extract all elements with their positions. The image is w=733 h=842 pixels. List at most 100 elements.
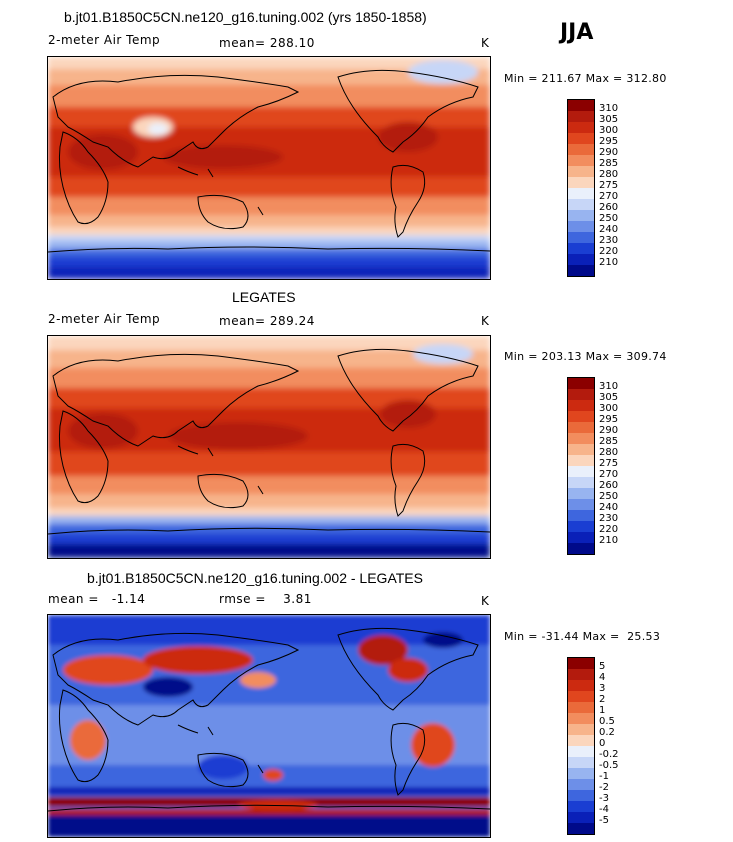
panel-3-mean-label: mean = -1.14 bbox=[48, 592, 146, 606]
colorbar-tick-label: 270 bbox=[599, 191, 619, 202]
colorbar-tick-label: 310 bbox=[599, 103, 619, 114]
colorbar-tick-label: 240 bbox=[599, 502, 619, 513]
colorbar-swatch bbox=[568, 746, 594, 757]
colorbar-swatch bbox=[568, 823, 594, 834]
colorbar-tick-label: -5 bbox=[599, 815, 609, 826]
colorbar-swatch bbox=[568, 444, 594, 455]
colorbar-tick-label: 3 bbox=[599, 683, 606, 694]
colorbar-swatch bbox=[568, 400, 594, 411]
colorbar-swatch bbox=[568, 188, 594, 199]
colorbar-tick-label: 4 bbox=[599, 672, 606, 683]
colorbar-swatch bbox=[568, 133, 594, 144]
colorbar-tick-label: -2 bbox=[599, 782, 609, 793]
colorbar-swatch bbox=[568, 779, 594, 790]
colorbar-tick-label: 300 bbox=[599, 403, 619, 414]
colorbar-swatch bbox=[568, 455, 594, 466]
colorbar-swatch bbox=[568, 177, 594, 188]
panel-1-title: b.jt01.B1850C5CN.ne120_g16.tuning.002 (y… bbox=[64, 9, 427, 25]
colorbar-swatch bbox=[568, 477, 594, 488]
colorbar-swatch bbox=[568, 790, 594, 801]
colorbar-tick-label: 220 bbox=[599, 246, 619, 257]
colorbar-tick-label: -0.5 bbox=[599, 760, 619, 771]
colorbar-swatch bbox=[568, 510, 594, 521]
colorbar-swatch bbox=[568, 232, 594, 243]
panel-2-colorbar bbox=[567, 377, 595, 555]
colorbar-tick-label: 0.5 bbox=[599, 716, 615, 727]
panel-2-title: LEGATES bbox=[232, 289, 296, 305]
colorbar-swatch bbox=[568, 111, 594, 122]
colorbar-swatch bbox=[568, 166, 594, 177]
colorbar-tick-label: 230 bbox=[599, 235, 619, 246]
colorbar-tick-label: 295 bbox=[599, 414, 619, 425]
colorbar-tick-label: -3 bbox=[599, 793, 609, 804]
colorbar-swatch bbox=[568, 199, 594, 210]
colorbar-tick-label: 290 bbox=[599, 147, 619, 158]
colorbar-swatch bbox=[568, 724, 594, 735]
panel-1-minmax: Min = 211.67 Max = 312.80 bbox=[504, 72, 667, 85]
colorbar-tick-label: 285 bbox=[599, 158, 619, 169]
colorbar-tick-label: 250 bbox=[599, 213, 619, 224]
colorbar-swatch bbox=[568, 532, 594, 543]
colorbar-swatch bbox=[568, 521, 594, 532]
colorbar-swatch bbox=[568, 466, 594, 477]
colorbar-swatch bbox=[568, 658, 594, 669]
panel-3-units-label: K bbox=[481, 594, 490, 608]
colorbar-swatch bbox=[568, 812, 594, 823]
colorbar-swatch bbox=[568, 221, 594, 232]
colorbar-tick-label: 285 bbox=[599, 436, 619, 447]
colorbar-swatch bbox=[568, 411, 594, 422]
panel-1-mean-label: mean= 288.10 bbox=[219, 36, 315, 50]
colorbar-tick-label: 305 bbox=[599, 392, 619, 403]
panel-3-rmse-label: rmse = 3.81 bbox=[219, 592, 312, 606]
colorbar-swatch bbox=[568, 378, 594, 389]
panel-3-minmax: Min = -31.44 Max = 25.53 bbox=[504, 630, 661, 643]
panel-3-map bbox=[47, 614, 491, 838]
panel-2-map bbox=[47, 335, 491, 559]
panel-2-units-label: K bbox=[481, 314, 490, 328]
colorbar-tick-label: 275 bbox=[599, 458, 619, 469]
colorbar-tick-label: 270 bbox=[599, 469, 619, 480]
colorbar-swatch bbox=[568, 757, 594, 768]
colorbar-swatch bbox=[568, 389, 594, 400]
panel-3-title: b.jt01.B1850C5CN.ne120_g16.tuning.002 - … bbox=[87, 570, 423, 586]
colorbar-swatch bbox=[568, 254, 594, 265]
colorbar-tick-label: 300 bbox=[599, 125, 619, 136]
colorbar-tick-label: 210 bbox=[599, 257, 619, 268]
colorbar-swatch bbox=[568, 735, 594, 746]
colorbar-swatch bbox=[568, 210, 594, 221]
colorbar-swatch bbox=[568, 265, 594, 276]
colorbar-tick-label: 295 bbox=[599, 136, 619, 147]
colorbar-tick-label: 260 bbox=[599, 480, 619, 491]
colorbar-tick-label: 0.2 bbox=[599, 727, 615, 738]
colorbar-swatch bbox=[568, 488, 594, 499]
panel-2-mean-label: mean= 289.24 bbox=[219, 314, 315, 328]
colorbar-tick-label: 260 bbox=[599, 202, 619, 213]
colorbar-tick-label: 240 bbox=[599, 224, 619, 235]
colorbar-tick-label: 5 bbox=[599, 661, 606, 672]
panel-2-variable-label: 2-meter Air Temp bbox=[48, 312, 161, 326]
colorbar-tick-label: 2 bbox=[599, 694, 606, 705]
panel-1-variable-label: 2-meter Air Temp bbox=[48, 33, 161, 47]
colorbar-tick-label: 0 bbox=[599, 738, 606, 749]
colorbar-tick-label: 210 bbox=[599, 535, 619, 546]
colorbar-swatch bbox=[568, 702, 594, 713]
colorbar-tick-label: 310 bbox=[599, 381, 619, 392]
colorbar-swatch bbox=[568, 422, 594, 433]
colorbar-tick-label: 275 bbox=[599, 180, 619, 191]
colorbar-swatch bbox=[568, 155, 594, 166]
panel-1-units-label: K bbox=[481, 36, 490, 50]
colorbar-tick-label: 1 bbox=[599, 705, 606, 716]
colorbar-tick-label: 290 bbox=[599, 425, 619, 436]
colorbar-tick-label: -1 bbox=[599, 771, 609, 782]
colorbar-swatch bbox=[568, 801, 594, 812]
colorbar-swatch bbox=[568, 669, 594, 680]
panel-1-map bbox=[47, 56, 491, 280]
colorbar-tick-label: 250 bbox=[599, 491, 619, 502]
colorbar-swatch bbox=[568, 691, 594, 702]
colorbar-swatch bbox=[568, 100, 594, 111]
panel-3-colorbar bbox=[567, 657, 595, 835]
colorbar-swatch bbox=[568, 768, 594, 779]
colorbar-tick-label: 220 bbox=[599, 524, 619, 535]
colorbar-swatch bbox=[568, 680, 594, 691]
colorbar-swatch bbox=[568, 713, 594, 724]
